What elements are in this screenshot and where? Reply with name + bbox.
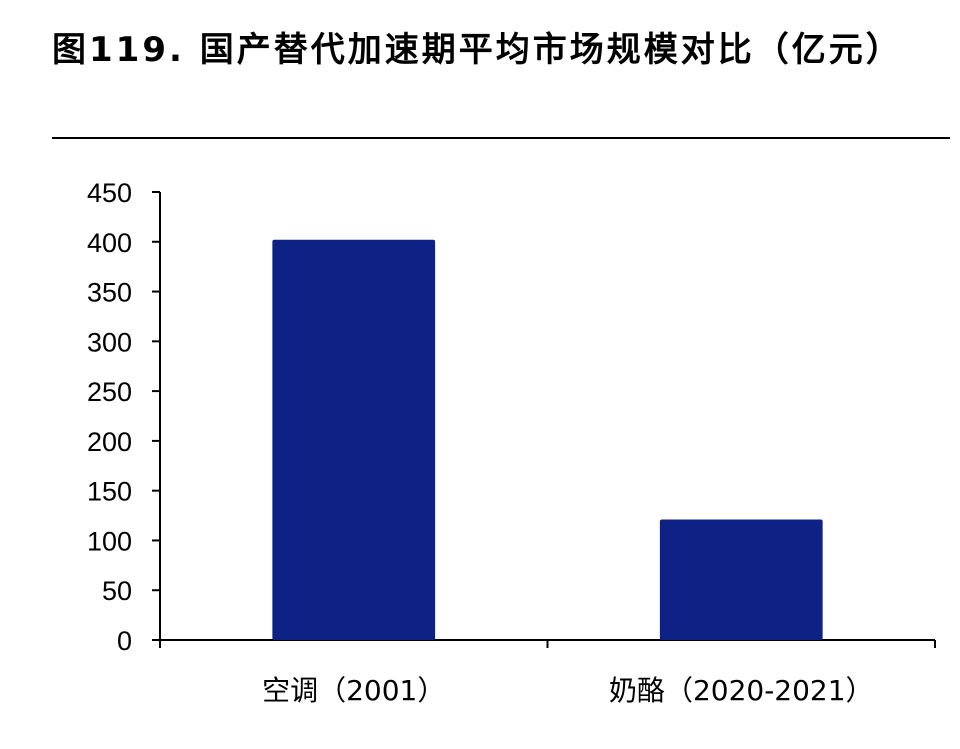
y-tick-label: 100 [87,526,132,556]
y-tick-label: 350 [87,278,132,308]
category-label: 奶酪（2020-2021） [609,674,874,707]
bar [659,519,823,640]
bar [272,239,436,640]
y-tick-label: 400 [87,228,132,258]
chart-title: 图119. 国产替代加速期平均市场规模对比（亿元） [52,30,903,70]
x-axis: 空调（2001） 奶酪（2020-2021） [159,639,936,707]
y-tick-label: 0 [117,626,132,656]
y-tick-label: 450 [87,178,132,208]
y-tick-label: 150 [87,477,132,507]
category-label: 空调（2001） [262,674,445,707]
title-divider [52,137,950,139]
y-tick-label: 250 [87,377,132,407]
bars [272,239,823,640]
y-tick-label: 50 [102,576,132,606]
y-tick-label: 200 [87,427,132,457]
y-axis: 0 50 100 150 200 250 300 350 400 450 [87,178,161,656]
y-tick-label: 300 [87,327,132,357]
